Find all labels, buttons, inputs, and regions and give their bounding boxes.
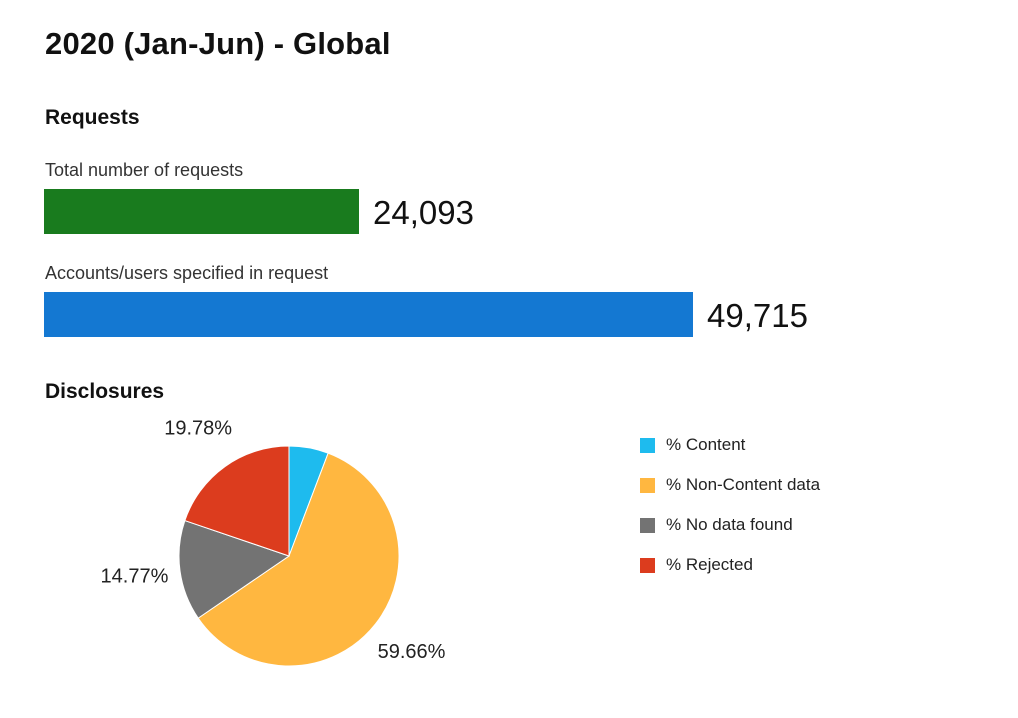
legend-label: % Non-Content data	[666, 475, 821, 494]
pie-slice-rejected	[184, 445, 290, 557]
legend-swatch	[640, 477, 655, 493]
legend-label: % No data found	[666, 515, 793, 534]
pie-data-label: 14.77%	[101, 565, 169, 587]
legend-swatch	[640, 557, 655, 573]
total-requests-value: 24,093	[373, 194, 474, 231]
legend-item: % Rejected	[640, 545, 820, 585]
legend-swatch	[640, 517, 655, 533]
pie-svg: 5.79% 59.66% 14.77% 19.78%	[101, 410, 446, 667]
accounts-specified-bar	[44, 292, 693, 337]
legend-item: % No data found	[640, 505, 820, 545]
legend-swatch	[640, 437, 655, 453]
legend-label: % Content	[666, 435, 746, 454]
pie-slice-non-content-data	[197, 452, 400, 667]
legend-label: % Rejected	[666, 555, 753, 574]
pie-slice-no-data-found	[178, 519, 291, 619]
accounts-specified-label: Accounts/users specified in request	[45, 263, 329, 283]
pie-data-label: 5.79%	[289, 410, 346, 413]
pie-data-label: 19.78%	[164, 417, 232, 439]
page-title: 2020 (Jan-Jun) - Global	[45, 26, 391, 61]
legend-item: % Non-Content data	[640, 465, 820, 505]
legend-item: % Content	[640, 425, 820, 465]
total-requests-label: Total number of requests	[45, 160, 244, 180]
disclosures-pie-chart: 5.79% 59.66% 14.77% 19.78%	[80, 410, 500, 690]
pie-legend: % Content % Non-Content data % No data fou…	[640, 425, 820, 585]
disclosures-heading: Disclosures	[45, 380, 165, 403]
accounts-specified-value: 49,715	[707, 297, 808, 334]
pie-data-label: 59.66%	[378, 641, 446, 663]
requests-heading: Requests	[45, 106, 140, 129]
total-requests-bar	[44, 189, 359, 234]
